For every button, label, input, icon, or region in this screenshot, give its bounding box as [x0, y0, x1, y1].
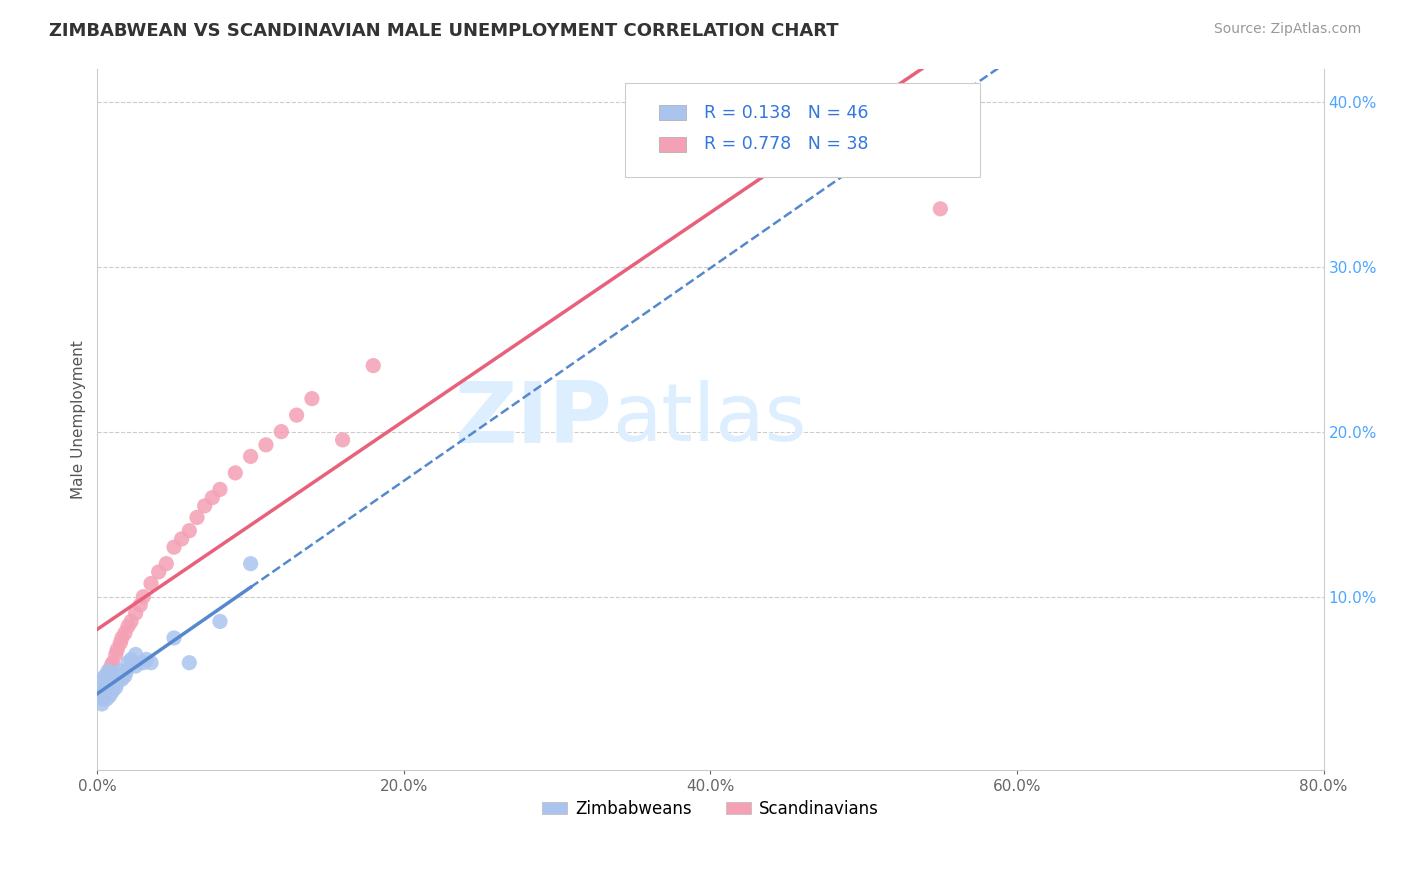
Point [129, 598, 152, 612]
Point [135, 652, 157, 666]
Point [929, 202, 952, 216]
Point [101, 675, 124, 690]
Point [139, 576, 162, 591]
Point [239, 557, 262, 571]
Point [98, 672, 121, 686]
Point [91, 672, 114, 686]
Point [98, 672, 121, 686]
Text: ZIMBABWEAN VS SCANDINAVIAN MALE UNEMPLOYMENT CORRELATION CHART: ZIMBABWEAN VS SCANDINAVIAN MALE UNEMPLOY… [49, 22, 839, 40]
Point [93, 681, 115, 695]
Text: ZIP: ZIP [454, 377, 613, 461]
Legend: Zimbabweans, Scandinavians: Zimbabweans, Scandinavians [536, 794, 886, 825]
Point [93, 689, 115, 703]
Point [124, 659, 146, 673]
Point [94, 682, 117, 697]
Point [97, 689, 120, 703]
Point [96, 679, 118, 693]
Point [111, 631, 134, 645]
Point [93, 692, 115, 706]
Point [100, 669, 122, 683]
Point [97, 679, 120, 693]
Point [101, 683, 124, 698]
Point [97, 675, 120, 690]
Point [139, 656, 162, 670]
Point [208, 615, 231, 629]
Point [100, 659, 122, 673]
Point [97, 664, 120, 678]
Point [254, 438, 277, 452]
Point [93, 692, 115, 706]
Point [270, 425, 292, 439]
Text: R = 0.138   N = 46: R = 0.138 N = 46 [704, 103, 869, 121]
Point [96, 681, 118, 695]
Point [104, 648, 127, 662]
Point [97, 672, 120, 686]
Point [170, 532, 193, 546]
Point [104, 672, 127, 686]
Point [91, 689, 114, 703]
Point [332, 433, 354, 447]
Text: atlas: atlas [613, 380, 807, 458]
Point [110, 636, 132, 650]
Point [194, 499, 217, 513]
Point [224, 466, 246, 480]
FancyBboxPatch shape [659, 105, 686, 120]
Point [361, 359, 384, 373]
Point [148, 565, 170, 579]
Point [104, 681, 127, 695]
Point [179, 524, 201, 538]
Point [96, 672, 118, 686]
Point [208, 483, 231, 497]
Point [114, 626, 136, 640]
Text: Source: ZipAtlas.com: Source: ZipAtlas.com [1213, 22, 1361, 37]
Point [100, 677, 122, 691]
Point [285, 408, 308, 422]
Point [117, 619, 139, 633]
Point [124, 648, 146, 662]
Point [101, 667, 124, 681]
Point [179, 656, 201, 670]
Point [301, 392, 323, 406]
Point [120, 615, 142, 629]
Text: R = 0.778   N = 38: R = 0.778 N = 38 [704, 136, 869, 153]
Point [105, 675, 128, 690]
Point [132, 590, 155, 604]
Point [100, 685, 122, 699]
Point [96, 685, 118, 699]
Point [94, 685, 117, 699]
Point [98, 689, 121, 703]
Point [98, 664, 121, 678]
Point [94, 685, 117, 699]
Point [114, 669, 136, 683]
Point [201, 491, 224, 505]
Point [163, 540, 186, 554]
Point [91, 697, 114, 711]
Point [98, 681, 121, 695]
Point [105, 642, 128, 657]
Point [239, 450, 262, 464]
Point [132, 656, 155, 670]
Point [110, 664, 132, 678]
Point [163, 631, 186, 645]
Point [94, 675, 117, 690]
Y-axis label: Male Unemployment: Male Unemployment [72, 340, 86, 499]
Point [124, 606, 146, 620]
Point [101, 656, 124, 670]
FancyBboxPatch shape [659, 136, 686, 152]
Point [186, 510, 208, 524]
Point [155, 557, 177, 571]
Point [120, 652, 142, 666]
Point [96, 692, 118, 706]
Point [115, 664, 138, 678]
Point [94, 669, 117, 683]
Point [97, 683, 120, 698]
FancyBboxPatch shape [624, 83, 980, 178]
Point [111, 672, 134, 686]
Point [117, 656, 139, 670]
Point [108, 669, 131, 683]
